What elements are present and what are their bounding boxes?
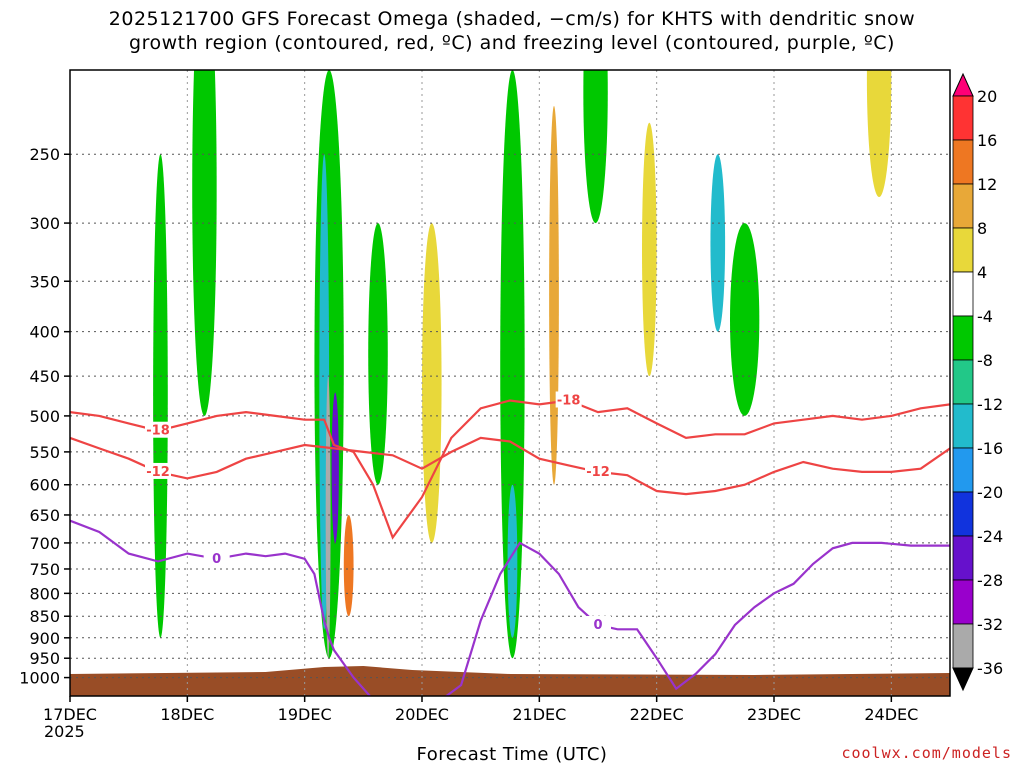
colorbar-label: 8 xyxy=(977,219,987,238)
omega-cell xyxy=(368,223,388,485)
x-tick-label: 22DEC xyxy=(630,705,684,724)
contour-lines: -18 -18 -12 -12 0 0 xyxy=(70,391,950,696)
colorbar-bin xyxy=(952,359,974,405)
y-tick-label: 550 xyxy=(29,443,60,462)
y-tick-label: 450 xyxy=(29,367,60,386)
omega-cell xyxy=(730,223,760,416)
omega-cell xyxy=(422,223,442,543)
terrain-layer xyxy=(70,666,950,696)
colorbar-bin xyxy=(952,403,974,449)
y-tick-label: 700 xyxy=(29,534,60,553)
colorbar-max-arrow xyxy=(952,72,974,97)
y-tick-label: 750 xyxy=(29,560,60,579)
colorbar-label: 20 xyxy=(977,87,997,106)
omega-cell xyxy=(866,70,892,197)
x-tick-label: 20DEC xyxy=(395,705,449,724)
x-tick-label: 19DEC xyxy=(278,705,332,724)
grid-lines xyxy=(70,70,950,696)
y-tick-label: 600 xyxy=(29,476,60,495)
y-tick-label: 900 xyxy=(29,629,60,648)
colorbar-label: -24 xyxy=(977,527,1003,546)
x-tick-label: 24DEC xyxy=(864,705,918,724)
colorbar-bin xyxy=(952,623,974,669)
omega-cell xyxy=(331,392,339,543)
y-tick-label: 400 xyxy=(29,323,60,342)
colorbar-label: -36 xyxy=(977,659,1003,678)
contour-label: -12 xyxy=(586,465,610,480)
contour-label-bg xyxy=(585,462,611,479)
colorbar-bin xyxy=(952,227,974,273)
contour-label: 0 xyxy=(593,618,602,633)
credit-text: coolwx.com/models xyxy=(841,744,1012,762)
colorbar-bin xyxy=(952,491,974,537)
contour-label: -18 xyxy=(146,424,170,439)
contour-label-bg xyxy=(203,549,230,566)
omega-cell xyxy=(192,70,217,416)
y-tick-label: 800 xyxy=(29,584,60,603)
colorbar-bin xyxy=(952,139,974,185)
contour-label: -18 xyxy=(557,393,581,408)
y-tick-label: 250 xyxy=(29,145,60,164)
y-axis-ticks: 250 300 350 400 450 500 550 600 650 700 750 800 850 9… xyxy=(19,145,70,688)
plot-frame xyxy=(69,69,951,697)
omega-shading xyxy=(153,70,892,659)
colorbar: 20 16 12 8 4 -4 -8 -12 -16 -20 -24 -28 -32 -36 xyxy=(952,72,1003,692)
colorbar-label: 12 xyxy=(977,175,997,194)
colorbar-label: -20 xyxy=(977,483,1003,502)
colorbar-label: -28 xyxy=(977,571,1003,590)
contour-line xyxy=(70,399,950,540)
omega-cell xyxy=(642,122,657,377)
omega-cell xyxy=(583,70,608,224)
contour-label: -12 xyxy=(146,465,170,480)
colorbar-label: 16 xyxy=(977,131,997,150)
chart-title-line1: 2025121700 GFS Forecast Omega (shaded, −… xyxy=(108,8,916,30)
omega-cell xyxy=(710,154,726,332)
y-tick-label: 500 xyxy=(29,407,60,426)
colorbar-label: -16 xyxy=(977,439,1003,458)
colorbar-bin xyxy=(952,447,974,493)
colorbar-bin xyxy=(952,315,974,361)
colorbar-label: 4 xyxy=(977,263,987,282)
colorbar-label: -32 xyxy=(977,615,1003,634)
y-tick-label: 850 xyxy=(29,607,60,626)
x-tick-label: 21DEC xyxy=(512,705,566,724)
contour-line xyxy=(70,436,950,496)
x-tick-label: 17DEC xyxy=(43,705,97,724)
colorbar-min-arrow xyxy=(952,667,974,692)
omega-cell xyxy=(153,154,168,638)
omega-cell xyxy=(500,70,525,659)
colorbar-label: -12 xyxy=(977,395,1003,414)
y-tick-label: 1000 xyxy=(19,669,60,688)
y-tick-label: 950 xyxy=(29,649,60,668)
colorbar-bin xyxy=(952,579,974,625)
colorbar-bin xyxy=(952,183,974,229)
x-axis-label: Forecast Time (UTC) xyxy=(416,744,608,765)
colorbar-bin xyxy=(952,535,974,581)
chart-title-line2: growth region (contoured, red, ºC) and f… xyxy=(129,32,895,54)
contour-label: 0 xyxy=(212,552,221,567)
omega-cell xyxy=(343,514,354,617)
y-tick-label: 650 xyxy=(29,506,60,525)
colorbar-label: -4 xyxy=(977,307,993,326)
y-tick-label: 350 xyxy=(29,272,60,291)
contour-label-bg xyxy=(555,391,582,408)
contour-line xyxy=(70,519,950,696)
x-axis-ticks: 17DEC 18DEC 19DEC 20DEC 21DEC 22DEC 23DEC 24DEC xyxy=(43,696,918,724)
contour-label-bg xyxy=(145,462,171,479)
contour-label-bg xyxy=(145,421,171,438)
colorbar-bin xyxy=(952,271,974,317)
y-tick-label: 300 xyxy=(29,214,60,233)
colorbar-label: -8 xyxy=(977,351,993,370)
omega-cell xyxy=(549,105,559,485)
contour-label-bg xyxy=(585,616,611,633)
terrain-surface xyxy=(70,666,950,696)
colorbar-bin xyxy=(952,95,974,141)
x-axis-year-label: 2025 xyxy=(44,722,85,741)
omega-cell xyxy=(507,484,518,638)
x-tick-label: 23DEC xyxy=(747,705,801,724)
x-tick-label: 18DEC xyxy=(160,705,214,724)
